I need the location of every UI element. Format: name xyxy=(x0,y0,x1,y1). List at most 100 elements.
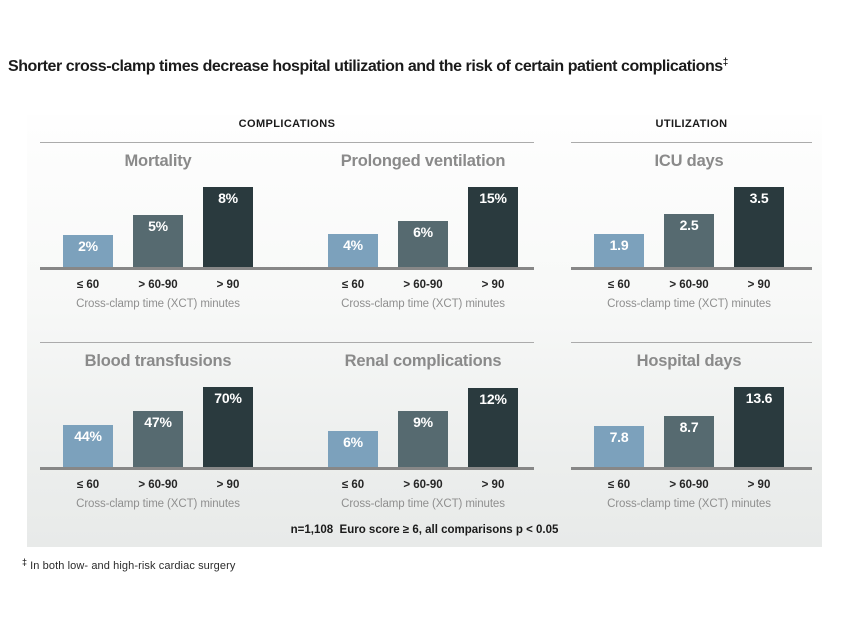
bar: 4% xyxy=(328,234,378,267)
chart-title: Blood transfusions xyxy=(84,352,232,370)
bar: 5% xyxy=(133,215,183,267)
tick-label: > 90 xyxy=(481,279,505,291)
bar-value-label: 12% xyxy=(479,391,507,407)
bar: 7.8 xyxy=(594,426,644,467)
x-axis-ticks: ≤ 60 > 60-90 > 90 xyxy=(63,479,253,491)
chart-title: ICU days xyxy=(654,152,724,170)
tick-label: ≤ 60 xyxy=(607,479,631,491)
x-axis-ticks: ≤ 60 > 60-90 > 90 xyxy=(328,479,518,491)
tick-label: > 90 xyxy=(216,279,240,291)
axis-baseline xyxy=(40,467,534,470)
bar: 8% xyxy=(203,187,253,267)
bar-value-label: 1.9 xyxy=(609,237,629,253)
bar: 44% xyxy=(63,425,113,467)
x-axis-ticks: ≤ 60 > 60-90 > 90 xyxy=(328,279,518,291)
tick-label: > 60-90 xyxy=(403,279,443,291)
tick-label: > 60-90 xyxy=(669,279,709,291)
bar-value-label: 13.6 xyxy=(745,390,773,406)
bar-value-label: 70% xyxy=(214,390,242,406)
bar: 12% xyxy=(468,388,518,467)
bar-value-label: 9% xyxy=(413,414,433,430)
tick-label: ≤ 60 xyxy=(341,279,365,291)
bar: 2.5 xyxy=(664,214,714,267)
bar-group: 7.8 8.7 13.6 xyxy=(594,387,784,467)
bar: 15% xyxy=(468,187,518,267)
footnote: ‡ In both low- and high-risk cardiac surg… xyxy=(22,557,235,572)
chart-prolonged-ventilation: Prolonged ventilation 4% 6% 15% ≤ 60 > 60-9… xyxy=(328,152,518,322)
bar: 13.6 xyxy=(734,387,784,467)
bar-group: 4% 6% 15% xyxy=(328,187,518,267)
footnote-text: In both low- and high-risk cardiac surge… xyxy=(30,560,236,572)
tick-label: > 60-90 xyxy=(138,479,178,491)
chart-renal-complications: Renal complications 6% 9% 12% ≤ 60 > 60-90 >… xyxy=(328,352,518,522)
page-title-footnote-marker: ‡ xyxy=(722,57,729,68)
bar: 6% xyxy=(398,221,448,267)
section-header-utilization: UTILIZATION xyxy=(655,118,728,130)
x-axis-label: Cross-clamp time (XCT) minutes xyxy=(341,498,505,510)
page-title: Shorter cross-clamp times decrease hospi… xyxy=(8,57,848,76)
footnote-marker: ‡ xyxy=(22,557,28,567)
chart-hospital-days: Hospital days 7.8 8.7 13.6 ≤ 60 > 60-90 > 90… xyxy=(594,352,784,522)
divider-line xyxy=(40,142,534,143)
tick-label: > 90 xyxy=(481,479,505,491)
tick-label: > 90 xyxy=(747,279,771,291)
bar-value-label: 5% xyxy=(148,218,168,234)
chart-title: Mortality xyxy=(124,152,192,170)
bar-value-label: 44% xyxy=(74,428,102,444)
tick-label: ≤ 60 xyxy=(607,279,631,291)
bar-value-label: 8.7 xyxy=(679,419,699,435)
bar: 1.9 xyxy=(594,234,644,267)
divider-line xyxy=(571,342,812,343)
x-axis-label: Cross-clamp time (XCT) minutes xyxy=(76,498,240,510)
x-axis-label: Cross-clamp time (XCT) minutes xyxy=(341,298,505,310)
section-header-complications: COMPLICATIONS xyxy=(238,118,336,130)
x-axis-ticks: ≤ 60 > 60-90 > 90 xyxy=(63,279,253,291)
bar: 6% xyxy=(328,431,378,467)
tick-label: > 90 xyxy=(216,479,240,491)
divider-line xyxy=(571,142,812,143)
bar-group: 6% 9% 12% xyxy=(328,388,518,467)
axis-baseline xyxy=(571,267,812,270)
tick-label: > 90 xyxy=(747,479,771,491)
tick-label: > 60-90 xyxy=(669,479,709,491)
chart-title: Prolonged ventilation xyxy=(340,152,506,170)
tick-label: ≤ 60 xyxy=(76,279,100,291)
bar-value-label: 47% xyxy=(144,414,172,430)
x-axis-label: Cross-clamp time (XCT) minutes xyxy=(76,298,240,310)
bar-group: 44% 47% 70% xyxy=(63,387,253,467)
chart-title: Renal complications xyxy=(344,352,502,370)
bar: 8.7 xyxy=(664,416,714,467)
bar-value-label: 8% xyxy=(218,190,238,206)
tick-label: ≤ 60 xyxy=(76,479,100,491)
bar: 9% xyxy=(398,411,448,467)
divider-line xyxy=(40,342,534,343)
tick-label: > 60-90 xyxy=(403,479,443,491)
statistics-note: n=1,108 Euro score ≥ 6, all comparisons … xyxy=(290,524,559,536)
bar-value-label: 4% xyxy=(343,237,363,253)
bar-group: 1.9 2.5 3.5 xyxy=(594,187,784,267)
bar: 2% xyxy=(63,235,113,267)
bar-value-label: 15% xyxy=(479,190,507,206)
bar-value-label: 6% xyxy=(413,224,433,240)
axis-baseline xyxy=(40,267,534,270)
chart-mortality: Mortality 2% 5% 8% ≤ 60 > 60-90 > 90 Cross-c… xyxy=(63,152,253,322)
bar-value-label: 2% xyxy=(78,238,98,254)
x-axis-label: Cross-clamp time (XCT) minutes xyxy=(607,298,771,310)
bar-group: 2% 5% 8% xyxy=(63,187,253,267)
chart-panel-background xyxy=(27,115,822,547)
bar: 3.5 xyxy=(734,187,784,267)
chart-icu-days: ICU days 1.9 2.5 3.5 ≤ 60 > 60-90 > 90 Cross… xyxy=(594,152,784,322)
bar-value-label: 2.5 xyxy=(679,217,699,233)
bar: 70% xyxy=(203,387,253,467)
x-axis-label: Cross-clamp time (XCT) minutes xyxy=(607,498,771,510)
bar-value-label: 3.5 xyxy=(749,190,769,206)
bar: 47% xyxy=(133,411,183,467)
chart-title: Hospital days xyxy=(636,352,742,370)
bar-value-label: 6% xyxy=(343,434,363,450)
bar-value-label: 7.8 xyxy=(609,429,629,445)
axis-baseline xyxy=(571,467,812,470)
x-axis-ticks: ≤ 60 > 60-90 > 90 xyxy=(594,279,784,291)
chart-blood-transfusions: Blood transfusions 44% 47% 70% ≤ 60 > 60-90… xyxy=(63,352,253,522)
tick-label: ≤ 60 xyxy=(341,479,365,491)
